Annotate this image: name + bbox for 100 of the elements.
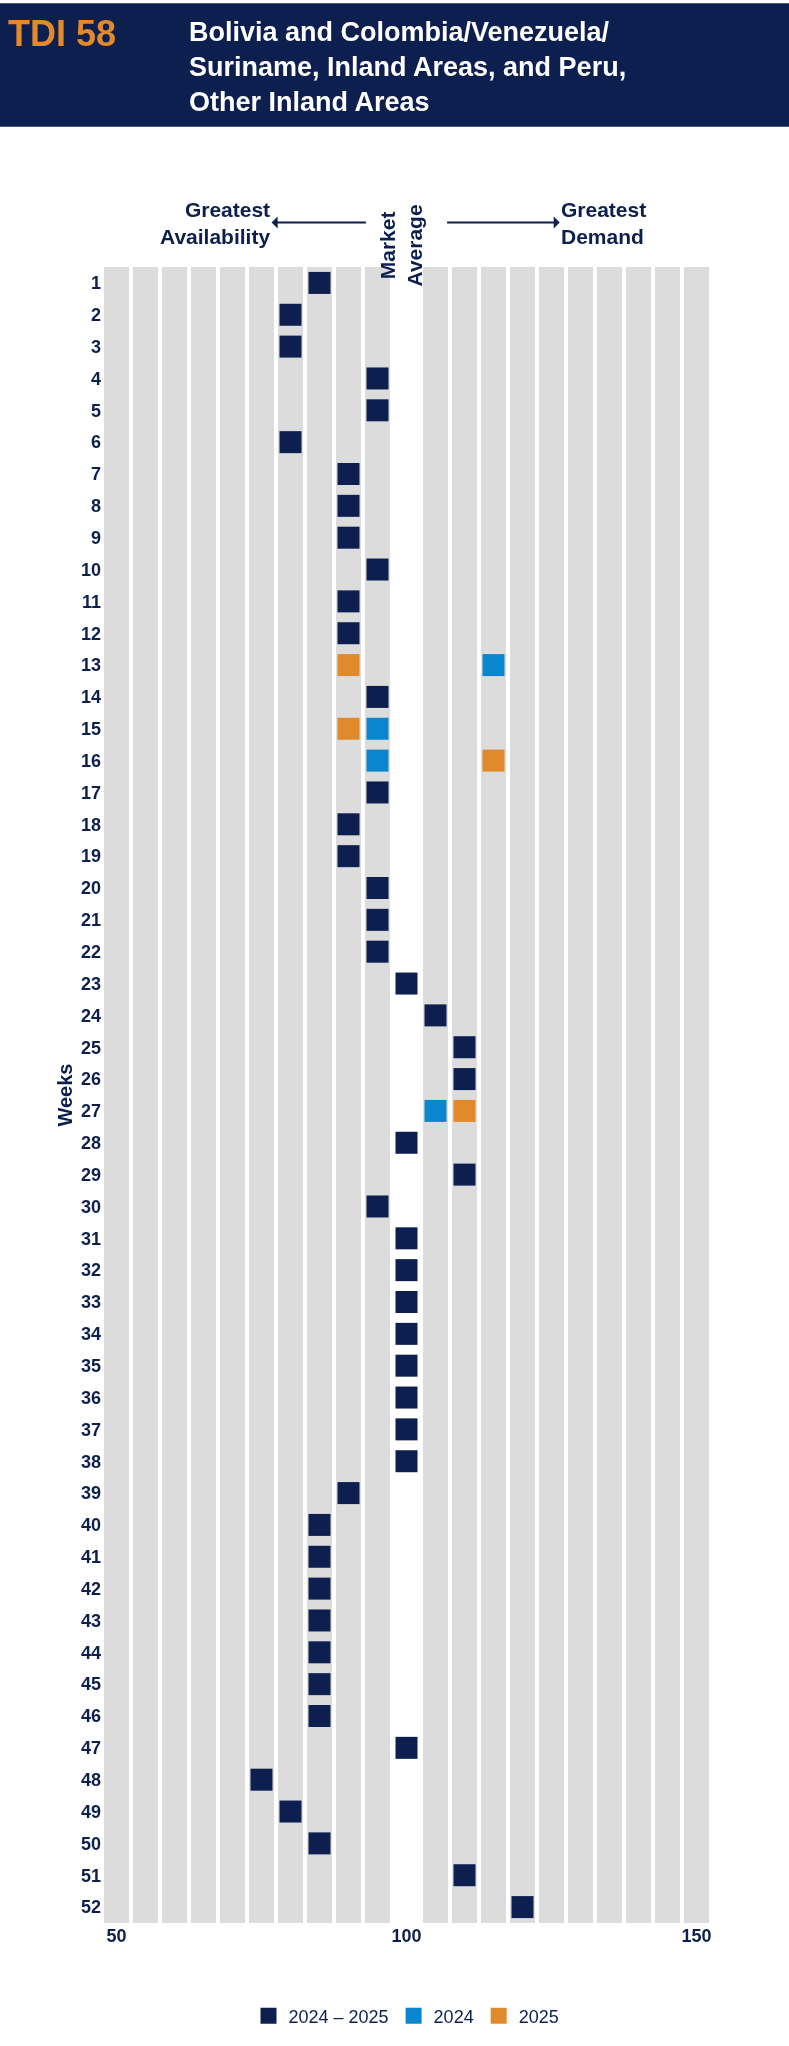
point — [366, 1195, 389, 1218]
point — [337, 494, 360, 517]
y-tick-label: 11 — [81, 591, 101, 612]
point — [366, 749, 389, 772]
y-tick-label: 19 — [80, 846, 101, 867]
legend-label: 2024 — [433, 2006, 474, 2027]
point — [482, 749, 505, 772]
point — [453, 1099, 476, 1122]
chart-title: TDI 58 — [8, 13, 117, 54]
y-tick-label: 43 — [80, 1610, 101, 1631]
x-tick-label: 50 — [106, 1926, 127, 1946]
y-tick-label: 49 — [80, 1801, 101, 1822]
text: Greatest Availability — [160, 198, 271, 249]
y-tick-label: 10 — [80, 559, 101, 580]
x-tick-label: 150 — [681, 1926, 712, 1946]
point — [453, 1163, 476, 1186]
point — [395, 1227, 418, 1250]
point — [395, 1259, 418, 1282]
y-tick-label: 18 — [80, 814, 101, 835]
point — [337, 526, 360, 549]
point — [395, 1418, 418, 1441]
y-tick-label: 25 — [80, 1037, 101, 1058]
y-tick-label: 40 — [80, 1515, 101, 1536]
point — [308, 1641, 331, 1664]
point — [308, 1577, 331, 1600]
legend-label: 2024 – 2025 — [288, 2006, 389, 2027]
point — [366, 558, 389, 581]
y-tick-label: 34 — [80, 1324, 101, 1345]
point — [308, 1832, 331, 1855]
point — [424, 1099, 447, 1122]
y-tick-label: 3 — [90, 336, 101, 357]
y-tick-label: 42 — [80, 1578, 101, 1599]
point — [395, 1354, 418, 1377]
point — [395, 1736, 418, 1759]
y-tick-label: 7 — [90, 464, 101, 485]
point — [308, 1513, 331, 1536]
y-tick-label: 27 — [80, 1101, 101, 1122]
point — [308, 1609, 331, 1632]
point — [308, 1705, 331, 1727]
y-tick-label: 2 — [90, 305, 101, 326]
y-tick-label: 8 — [90, 496, 101, 517]
point — [337, 845, 360, 868]
y-tick-label: 23 — [80, 973, 101, 994]
legend-label: 2025 — [518, 2006, 559, 2027]
point — [366, 940, 389, 963]
point — [279, 303, 302, 326]
point — [453, 1864, 476, 1887]
y-tick-label: 52 — [80, 1897, 101, 1918]
point — [366, 399, 389, 422]
point — [366, 685, 389, 708]
annotation: Market Average — [375, 204, 427, 287]
y-tick-label: 36 — [80, 1387, 101, 1408]
y-tick-label: 14 — [80, 687, 101, 708]
point — [395, 1291, 418, 1313]
point — [395, 1450, 418, 1473]
y-tick-label: 28 — [80, 1133, 101, 1154]
point — [337, 590, 360, 613]
point — [337, 717, 360, 740]
point — [395, 1386, 418, 1409]
point — [366, 717, 389, 740]
y-tick-label: 9 — [90, 527, 101, 548]
y-tick-label: 37 — [80, 1419, 101, 1440]
point — [366, 908, 389, 931]
y-tick-label: 6 — [90, 432, 101, 453]
point — [337, 1482, 360, 1505]
point — [453, 1036, 476, 1059]
x-tick-label: 100 — [391, 1926, 422, 1946]
y-tick-label: 4 — [90, 368, 101, 389]
chart-subtitle: Bolivia and Colombia/Venezuela/ Suriname, Inland Areas, and Peru, Other Inland Areas — [189, 17, 627, 118]
point — [366, 781, 389, 804]
point — [424, 1004, 447, 1027]
y-tick-label: 1 — [90, 273, 101, 294]
point — [337, 622, 360, 645]
point — [482, 654, 505, 677]
point — [308, 1545, 331, 1568]
point — [279, 431, 302, 454]
y-tick-label: 32 — [80, 1260, 101, 1281]
point — [511, 1896, 534, 1919]
y-tick-label: 45 — [80, 1674, 101, 1695]
y-tick-label: 50 — [80, 1833, 101, 1854]
y-tick-label: 35 — [80, 1355, 101, 1376]
y-tick-label: 47 — [80, 1738, 101, 1759]
y-axis-title: Weeks — [54, 1063, 77, 1127]
y-tick-label: 24 — [80, 1005, 101, 1026]
y-tick-label: 46 — [80, 1706, 101, 1727]
point — [337, 463, 360, 485]
y-tick-label: 20 — [80, 878, 101, 899]
point — [453, 1068, 476, 1091]
point — [395, 972, 418, 995]
y-tick-label: 21 — [80, 910, 101, 931]
point — [395, 1322, 418, 1345]
y-tick-label: 30 — [80, 1196, 101, 1217]
point — [337, 654, 360, 677]
y-tick-label: 31 — [80, 1228, 101, 1249]
y-tick-label: 29 — [80, 1164, 101, 1185]
y-tick-label: 5 — [90, 400, 101, 421]
point — [250, 1768, 273, 1791]
point — [279, 1800, 302, 1823]
y-tick-label: 26 — [80, 1069, 101, 1090]
y-tick-label: 33 — [80, 1292, 101, 1313]
